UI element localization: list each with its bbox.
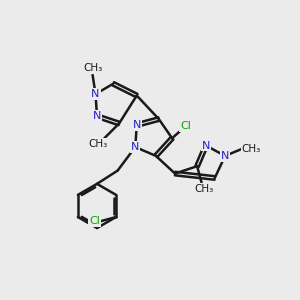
Text: N: N	[221, 151, 229, 161]
Text: CH₃: CH₃	[242, 143, 261, 154]
Text: N: N	[133, 120, 141, 130]
Text: N: N	[93, 111, 101, 121]
Text: N: N	[202, 141, 210, 151]
Text: CH₃: CH₃	[195, 184, 214, 194]
Text: N: N	[131, 142, 140, 152]
Text: CH₃: CH₃	[83, 63, 102, 74]
Text: Cl: Cl	[180, 122, 191, 131]
Text: N: N	[91, 89, 100, 99]
Text: CH₃: CH₃	[89, 139, 108, 149]
Text: Cl: Cl	[89, 216, 100, 226]
